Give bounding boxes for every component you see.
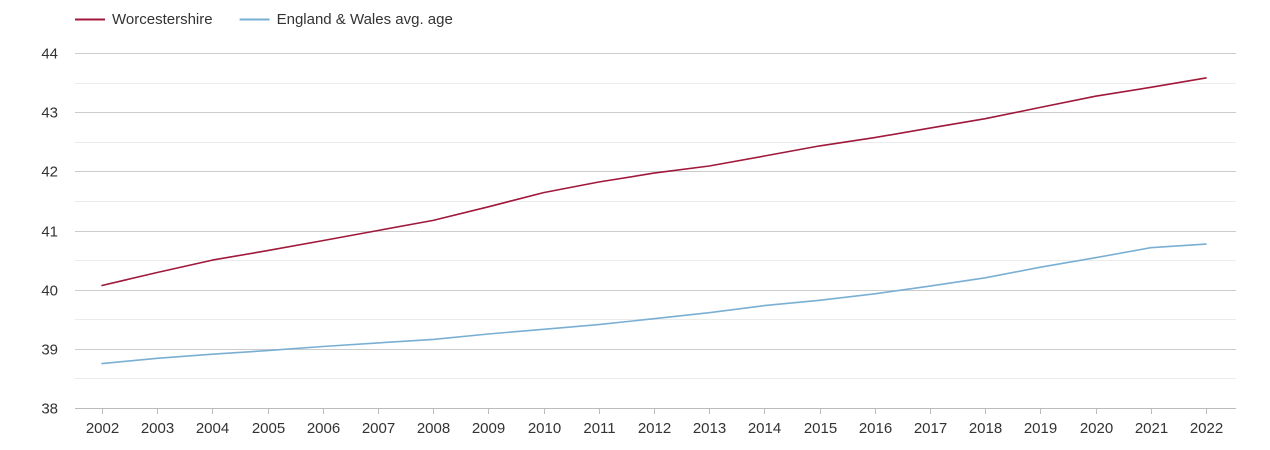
legend-label: England & Wales avg. age xyxy=(277,11,453,28)
legend-item-worcestershire: Worcestershire xyxy=(75,11,213,28)
x-tick-label: 2020 xyxy=(1080,420,1113,437)
legend: Worcestershire England & Wales avg. age xyxy=(75,11,453,28)
x-tick-label: 2013 xyxy=(693,420,726,437)
x-tick-label: 2005 xyxy=(252,420,285,437)
legend-label: Worcestershire xyxy=(112,11,213,28)
x-axis: 2002 2003 2004 2005 2006 2007 2008 2009 2010 2011… xyxy=(86,408,1223,437)
y-tick-label: 38 xyxy=(41,401,58,418)
x-tick-label: 2022 xyxy=(1190,420,1223,437)
x-tick-label: 2002 xyxy=(86,420,119,437)
y-tick-label: 42 xyxy=(41,164,58,181)
y-tick-label: 44 xyxy=(41,46,58,63)
series-line-england-wales-avg-age xyxy=(101,243,1207,365)
x-tick-label: 2016 xyxy=(859,420,892,437)
x-tick-label: 2017 xyxy=(914,420,947,437)
x-tick-label: 2006 xyxy=(307,420,340,437)
x-tick-label: 2019 xyxy=(1024,420,1057,437)
x-tick-label: 2009 xyxy=(472,420,505,437)
y-axis: 38 39 40 41 42 43 44 xyxy=(41,46,58,418)
grid xyxy=(75,53,1236,409)
legend-item-england-wales-avg-age: England & Wales avg. age xyxy=(239,11,453,28)
x-tick-label: 2014 xyxy=(748,420,781,437)
y-tick-label: 41 xyxy=(41,224,58,241)
x-tick-label: 2004 xyxy=(196,420,229,437)
x-tick-label: 2018 xyxy=(969,420,1002,437)
series-group xyxy=(101,77,1207,365)
x-tick-label: 2003 xyxy=(141,420,174,437)
y-tick-label: 39 xyxy=(41,342,58,359)
x-tick-label: 2007 xyxy=(362,420,395,437)
x-tick-label: 2021 xyxy=(1135,420,1168,437)
x-tick-label: 2011 xyxy=(583,420,615,437)
series-line-worcestershire xyxy=(101,77,1207,287)
x-tick-label: 2008 xyxy=(417,420,450,437)
x-tick-label: 2012 xyxy=(638,420,671,437)
x-tick-label: 2010 xyxy=(528,420,561,437)
x-tick-label: 2015 xyxy=(804,420,837,437)
y-tick-label: 43 xyxy=(41,105,58,122)
y-tick-label: 40 xyxy=(41,283,58,300)
